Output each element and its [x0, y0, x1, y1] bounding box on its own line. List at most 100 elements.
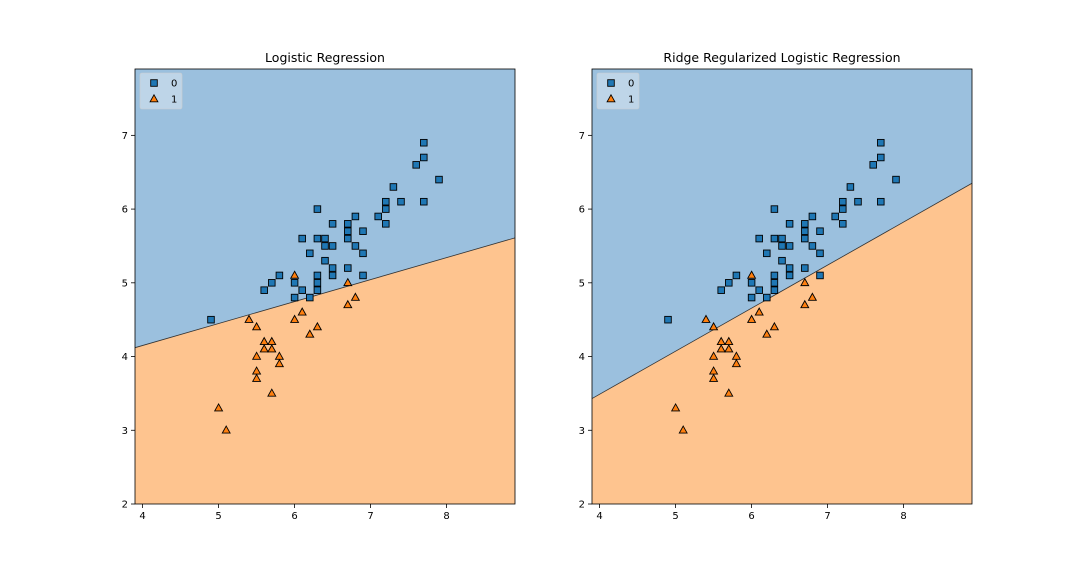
- y-tick-label: 6: [579, 205, 585, 216]
- data-point: [328, 242, 337, 250]
- data-point: [770, 279, 779, 287]
- x-tick-label: 5: [672, 511, 678, 522]
- data-point: [716, 336, 726, 346]
- y-tick-label: 3: [122, 426, 128, 437]
- data-point: [274, 351, 285, 360]
- y-tick-label: 4: [579, 352, 585, 363]
- data-point: [305, 329, 315, 338]
- data-point: [344, 220, 352, 228]
- data-point: [816, 227, 824, 235]
- data-point: [708, 321, 719, 331]
- data-point: [678, 425, 688, 434]
- data-point: [763, 293, 771, 302]
- series-1: [213, 270, 361, 434]
- data-point: [313, 234, 322, 243]
- data-point: [251, 321, 262, 331]
- data-point: [420, 153, 428, 162]
- axes-frame: [134, 68, 516, 505]
- data-point: [785, 242, 794, 250]
- data-point: [877, 153, 885, 162]
- data-point: [670, 403, 681, 412]
- data-point: [778, 242, 786, 250]
- decision-region-0: [592, 69, 972, 399]
- data-point: [267, 388, 277, 397]
- data-point: [382, 205, 390, 213]
- legend-label: 0: [628, 79, 634, 90]
- x-tick-label: 6: [291, 511, 297, 522]
- data-point: [708, 366, 719, 375]
- data-point: [839, 205, 847, 213]
- data-point: [778, 234, 786, 243]
- x-tick-label: 6: [748, 511, 754, 522]
- data-point: [412, 161, 420, 169]
- data-point: [746, 314, 757, 323]
- data-point: [351, 212, 360, 221]
- data-point: [344, 227, 352, 235]
- x-tick-label: 4: [139, 511, 145, 522]
- data-point: [808, 212, 817, 221]
- data-point: [724, 344, 734, 353]
- y-tick-label: 2: [579, 500, 585, 511]
- data-point: [382, 220, 390, 228]
- data-point: [807, 292, 818, 301]
- data-point: [708, 351, 719, 360]
- data-point: [800, 277, 810, 287]
- data-point: [717, 286, 725, 294]
- legend-label: 1: [171, 95, 177, 106]
- data-point: [816, 249, 824, 258]
- data-point: [839, 220, 847, 228]
- y-tick-label: 7: [122, 131, 128, 142]
- data-point: [275, 271, 284, 280]
- y-tick-label: 5: [579, 278, 585, 289]
- data-point: [328, 220, 337, 228]
- data-point: [313, 279, 322, 287]
- data-point: [251, 373, 262, 382]
- data-point: [306, 249, 314, 258]
- data-point: [350, 292, 361, 301]
- data-point: [769, 321, 780, 331]
- data-point: [846, 183, 855, 191]
- data-point: [313, 286, 322, 294]
- data-point: [724, 336, 734, 346]
- data-point: [244, 314, 254, 323]
- y-tick-label: 2: [122, 500, 128, 511]
- data-point: [785, 264, 794, 272]
- data-point: [762, 329, 772, 338]
- data-point: [298, 234, 306, 243]
- data-point: [816, 271, 824, 280]
- data-point: [321, 234, 329, 243]
- data-point: [770, 205, 779, 213]
- legend: 01: [139, 72, 183, 110]
- data-point: [839, 197, 847, 206]
- data-point: [778, 256, 786, 265]
- chart-title: Logistic Regression: [265, 50, 385, 65]
- data-point: [321, 242, 329, 250]
- data-point: [267, 336, 277, 346]
- data-point: [221, 425, 231, 434]
- data-point: [359, 227, 367, 235]
- data-point: [298, 286, 306, 294]
- data-point: [746, 270, 757, 279]
- legend: 01: [596, 72, 640, 110]
- data-point: [770, 271, 779, 280]
- data-point: [892, 175, 900, 184]
- legend-marker-square: [150, 79, 158, 87]
- data-point: [770, 286, 779, 294]
- data-point: [382, 197, 390, 206]
- data-point: [801, 264, 809, 272]
- decision-boundary: [591, 182, 973, 399]
- data-point: [755, 286, 763, 294]
- data-point: [664, 315, 672, 324]
- data-point: [420, 138, 428, 147]
- data-point: [328, 271, 337, 280]
- data-point: [763, 249, 771, 258]
- data-point: [831, 212, 839, 221]
- data-point: [755, 234, 763, 243]
- axes-frame: [591, 68, 973, 505]
- data-point: [747, 279, 756, 287]
- legend-label: 1: [628, 95, 634, 106]
- data-point: [359, 271, 367, 280]
- data-point: [213, 403, 224, 412]
